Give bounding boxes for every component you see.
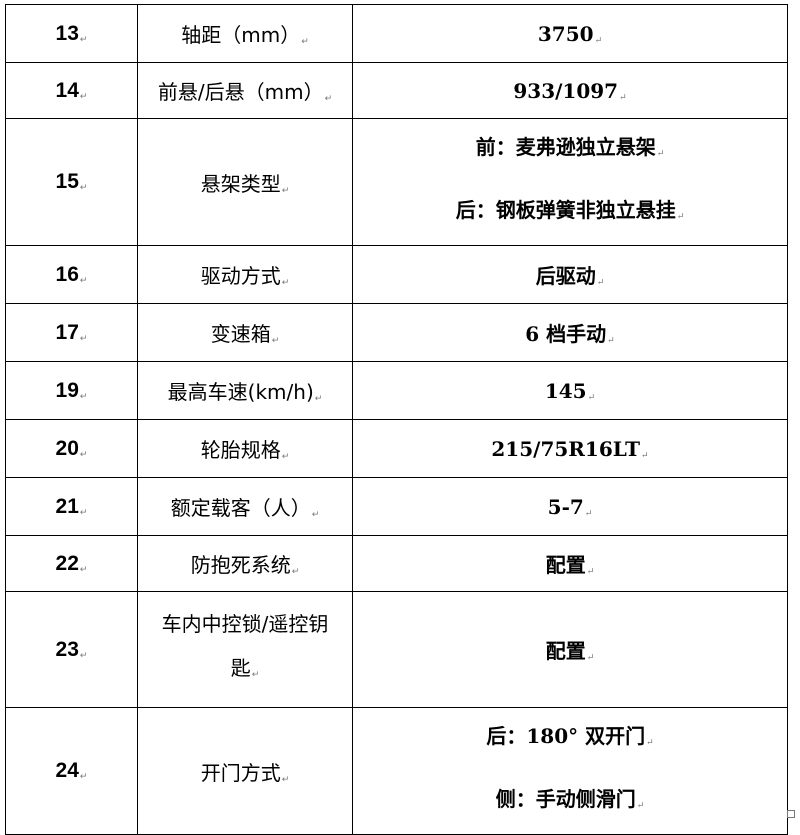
row-number-text: 13: [56, 22, 88, 45]
row-number: 24: [5, 707, 138, 835]
row-number-text: 24: [56, 759, 88, 782]
item-value: 后驱动: [352, 245, 788, 304]
row-number: 19: [5, 361, 138, 420]
item-name-text: 额定载客（人）: [171, 496, 320, 520]
item-value: 933/1097: [352, 62, 788, 119]
item-value-text: 3750: [538, 22, 602, 46]
row-number-text: 15: [56, 170, 88, 193]
spec-table: 13 轴距（mm） 3750 14 前悬/后悬（mm） 933/1097 15 悬架类型 前：麦…: [5, 4, 788, 835]
table-row: 15 悬架类型 前：麦弗逊独立悬架后：钢板弹簧非独立悬挂: [5, 118, 788, 246]
item-name: 驱动方式: [137, 245, 353, 304]
item-name-text: 轮胎规格: [201, 438, 290, 462]
item-value-text: 145: [545, 379, 595, 403]
table-row: 24 开门方式 后：180° 双开门侧：手动侧滑门: [5, 707, 788, 835]
row-number: 23: [5, 591, 138, 708]
row-number-text: 21: [56, 495, 88, 518]
item-name: 轮胎规格: [137, 419, 353, 478]
table-row: 23 车内中控锁/遥控钥匙 配置: [5, 591, 788, 708]
item-value: 145: [352, 361, 788, 420]
table-row: 13 轴距（mm） 3750: [5, 4, 788, 63]
table-row: 14 前悬/后悬（mm） 933/1097: [5, 62, 788, 119]
row-number-text: 16: [56, 263, 88, 286]
row-number: 15: [5, 118, 138, 246]
table-row: 16 驱动方式 后驱动: [5, 245, 788, 304]
item-name: 变速箱: [137, 303, 353, 362]
item-name-text: 变速箱: [211, 322, 280, 346]
item-value-text: 配置: [546, 553, 595, 577]
row-number: 20: [5, 419, 138, 478]
item-name-text: 车内中控锁/遥控钥匙: [162, 612, 329, 680]
item-name-text: 防抱死系统: [191, 553, 300, 577]
table-row: 17 变速箱 6 档手动: [5, 303, 788, 362]
row-number-text: 17: [56, 321, 88, 344]
row-number-text: 14: [56, 79, 88, 102]
item-value: 215/75R16LT: [352, 419, 788, 478]
item-value-text: 215/75R16LT: [491, 437, 648, 461]
item-name-text: 驱动方式: [201, 264, 290, 288]
item-name: 防抱死系统: [137, 535, 353, 592]
item-value-text: 配置: [546, 639, 595, 663]
item-name-text: 轴距（mm）: [181, 23, 309, 47]
item-value: 5-7: [352, 477, 788, 536]
item-value-text: 5-7: [548, 495, 593, 519]
item-value-text: 前：麦弗逊独立悬架: [353, 119, 787, 182]
table-end-mark: [787, 810, 795, 818]
item-name-text: 最高车速(km/h): [168, 380, 323, 404]
item-name: 轴距（mm）: [137, 4, 353, 63]
table-row: 20 轮胎规格 215/75R16LT: [5, 419, 788, 478]
item-value: 配置: [352, 535, 788, 592]
row-number: 13: [5, 4, 138, 63]
item-value: 后：180° 双开门侧：手动侧滑门: [352, 707, 788, 835]
item-value-text: 后：钢板弹簧非独立悬挂: [353, 182, 787, 245]
row-number: 16: [5, 245, 138, 304]
item-name: 前悬/后悬（mm）: [137, 62, 353, 119]
row-number: 14: [5, 62, 138, 119]
item-value: 3750: [352, 4, 788, 63]
item-value-text: 后：180° 双开门: [353, 708, 787, 771]
row-number: 22: [5, 535, 138, 592]
item-name: 开门方式: [137, 707, 353, 835]
item-name: 悬架类型: [137, 118, 353, 246]
item-value: 配置: [352, 591, 788, 708]
row-number: 21: [5, 477, 138, 536]
table-row: 19 最高车速(km/h) 145: [5, 361, 788, 420]
item-name: 车内中控锁/遥控钥匙: [137, 591, 353, 708]
item-value-text: 6 档手动: [525, 322, 614, 346]
row-number-text: 23: [56, 638, 88, 661]
table-row: 21 额定载客（人） 5-7: [5, 477, 788, 536]
item-name: 额定载客（人）: [137, 477, 353, 536]
item-name-text: 开门方式: [201, 761, 290, 785]
item-value: 前：麦弗逊独立悬架后：钢板弹簧非独立悬挂: [352, 118, 788, 246]
item-name: 最高车速(km/h): [137, 361, 353, 420]
row-number-text: 20: [56, 437, 88, 460]
row-number-text: 22: [56, 552, 88, 575]
table-row: 22 防抱死系统 配置: [5, 535, 788, 592]
row-number-text: 19: [56, 379, 88, 402]
item-name-text: 悬架类型: [201, 172, 290, 196]
item-value-text: 后驱动: [536, 264, 605, 288]
item-name-text: 前悬/后悬（mm）: [158, 80, 332, 104]
item-value-text: 侧：手动侧滑门: [353, 771, 787, 834]
item-value-text: 933/1097: [513, 79, 626, 103]
item-value: 6 档手动: [352, 303, 788, 362]
row-number: 17: [5, 303, 138, 362]
